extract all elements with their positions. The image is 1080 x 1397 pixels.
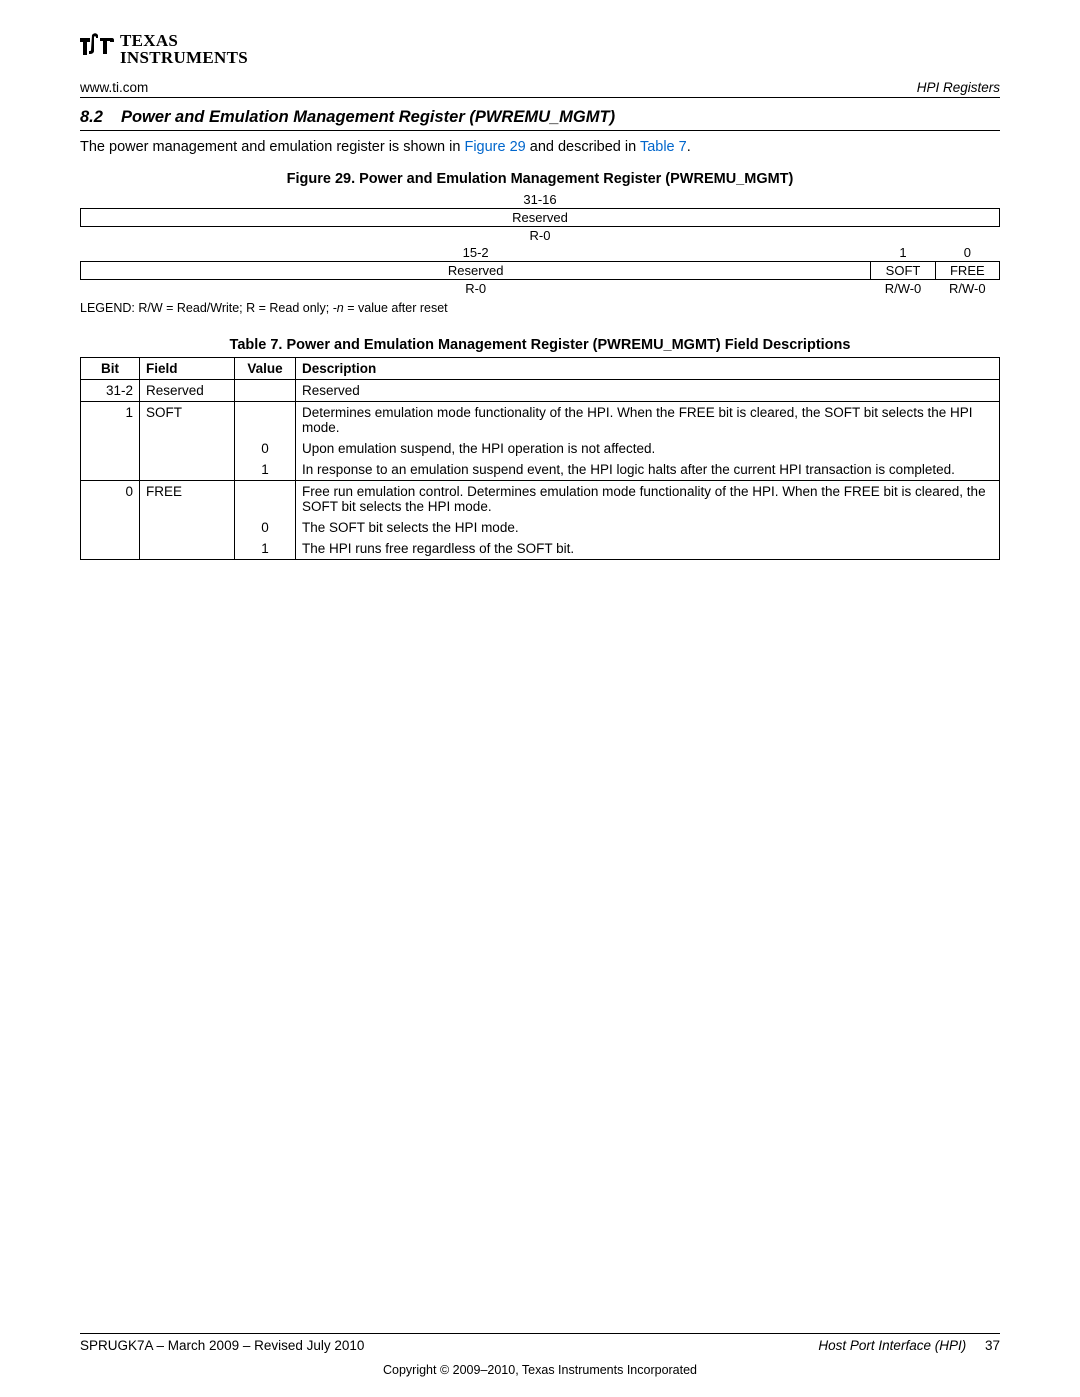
cell-value <box>235 481 296 518</box>
intro-pre: The power management and emulation regis… <box>80 139 464 155</box>
reg-bits-15-2: 15-2 <box>81 244 871 262</box>
ti-logo-block: TEXAS INSTRUMENTS <box>80 30 1000 66</box>
reg-field-free: FREE <box>935 262 999 280</box>
table-row: 1 The HPI runs free regardless of the SO… <box>81 538 1000 560</box>
legend-pre: LEGEND: R/W = Read/Write; R = Read only; <box>80 301 333 315</box>
cell-value <box>235 402 296 439</box>
cell-bit: 31-2 <box>81 380 140 402</box>
section-heading: 8.2 Power and Emulation Management Regis… <box>80 108 1000 131</box>
table-row: 31-2 Reserved Reserved <box>81 380 1000 402</box>
reg-field-soft: SOFT <box>871 262 935 280</box>
cell-bit <box>81 459 140 481</box>
reg-bits-31-16: 31-16 <box>81 191 1000 209</box>
cell-desc: In response to an emulation suspend even… <box>296 459 1000 481</box>
register-legend: LEGEND: R/W = Read/Write; R = Read only;… <box>80 301 1000 315</box>
table-row: 0 FREE Free run emulation control. Deter… <box>81 481 1000 518</box>
th-bit: Bit <box>81 358 140 380</box>
cell-value: 0 <box>235 438 296 459</box>
section-title: Power and Emulation Management Register … <box>121 108 615 127</box>
legend-ital: -n <box>333 301 344 315</box>
cell-desc: Reserved <box>296 380 1000 402</box>
header-url[interactable]: www.ti.com <box>80 80 148 95</box>
cell-field <box>140 538 235 560</box>
register-diagram: 31-16 Reserved R-0 15-2 1 0 Reserved SOF… <box>80 191 1000 297</box>
field-description-table: Bit Field Value Description 31-2 Reserve… <box>80 357 1000 560</box>
th-value: Value <box>235 358 296 380</box>
table-header-row: Bit Field Value Description <box>81 358 1000 380</box>
intro-post: . <box>687 139 691 155</box>
ti-logo-text: TEXAS INSTRUMENTS <box>120 32 248 66</box>
header-section: HPI Registers <box>917 80 1000 95</box>
cell-value: 0 <box>235 517 296 538</box>
logo-line1: TEXAS <box>120 32 248 49</box>
section-number: 8.2 <box>80 108 103 127</box>
th-field: Field <box>140 358 235 380</box>
reg-rw-reserved-hi: R-0 <box>81 227 1000 245</box>
table-row: 0 The SOFT bit selects the HPI mode. <box>81 517 1000 538</box>
cell-field: Reserved <box>140 380 235 402</box>
page: TEXAS INSTRUMENTS www.ti.com HPI Registe… <box>0 0 1080 1397</box>
cell-bit <box>81 438 140 459</box>
cell-bit: 0 <box>81 481 140 518</box>
reg-rw-reserved-lo: R-0 <box>81 280 871 298</box>
footer-doc-id: SPRUGK7A – March 2009 – Revised July 201… <box>80 1338 364 1353</box>
cell-bit <box>81 517 140 538</box>
cell-desc: The SOFT bit selects the HPI mode. <box>296 517 1000 538</box>
cell-desc: The HPI runs free regardless of the SOFT… <box>296 538 1000 560</box>
table-row: 1 SOFT Determines emulation mode functio… <box>81 402 1000 439</box>
header-bar: www.ti.com HPI Registers <box>80 80 1000 98</box>
intro-mid: and described in <box>526 139 640 155</box>
figure-29-link[interactable]: Figure 29 <box>464 139 525 155</box>
legend-post: = value after reset <box>344 301 448 315</box>
table-row: 1 In response to an emulation suspend ev… <box>81 459 1000 481</box>
cell-field <box>140 459 235 481</box>
cell-desc: Determines emulation mode functionality … <box>296 402 1000 439</box>
figure-caption: Figure 29. Power and Emulation Managemen… <box>80 171 1000 187</box>
reg-rw-free: R/W-0 <box>935 280 999 298</box>
footer-title: Host Port Interface (HPI) <box>818 1338 966 1353</box>
reg-bits-1: 1 <box>871 244 935 262</box>
reg-field-reserved-lo: Reserved <box>81 262 871 280</box>
table-7-link[interactable]: Table 7 <box>640 139 687 155</box>
cell-field <box>140 517 235 538</box>
table-row: 0 Upon emulation suspend, the HPI operat… <box>81 438 1000 459</box>
cell-field: FREE <box>140 481 235 518</box>
table7-caption: Table 7. Power and Emulation Management … <box>80 337 1000 353</box>
footer-row: SPRUGK7A – March 2009 – Revised July 201… <box>80 1338 1000 1353</box>
cell-desc: Free run emulation control. Determines e… <box>296 481 1000 518</box>
logo-line2: INSTRUMENTS <box>120 49 248 66</box>
cell-value <box>235 380 296 402</box>
cell-value: 1 <box>235 538 296 560</box>
footer-copyright: Copyright © 2009–2010, Texas Instruments… <box>80 1363 1000 1377</box>
cell-desc: Upon emulation suspend, the HPI operatio… <box>296 438 1000 459</box>
ti-logo-icon <box>80 33 114 63</box>
th-desc: Description <box>296 358 1000 380</box>
reg-field-reserved-hi: Reserved <box>81 209 1000 227</box>
cell-bit <box>81 538 140 560</box>
footer-page-number: 37 <box>985 1338 1000 1353</box>
cell-value: 1 <box>235 459 296 481</box>
cell-field: SOFT <box>140 402 235 439</box>
reg-rw-soft: R/W-0 <box>871 280 935 298</box>
cell-field <box>140 438 235 459</box>
intro-paragraph: The power management and emulation regis… <box>80 139 1000 155</box>
cell-bit: 1 <box>81 402 140 439</box>
footer-rule <box>80 1333 1000 1334</box>
page-footer: SPRUGK7A – March 2009 – Revised July 201… <box>80 1333 1000 1377</box>
reg-bits-0: 0 <box>935 244 999 262</box>
